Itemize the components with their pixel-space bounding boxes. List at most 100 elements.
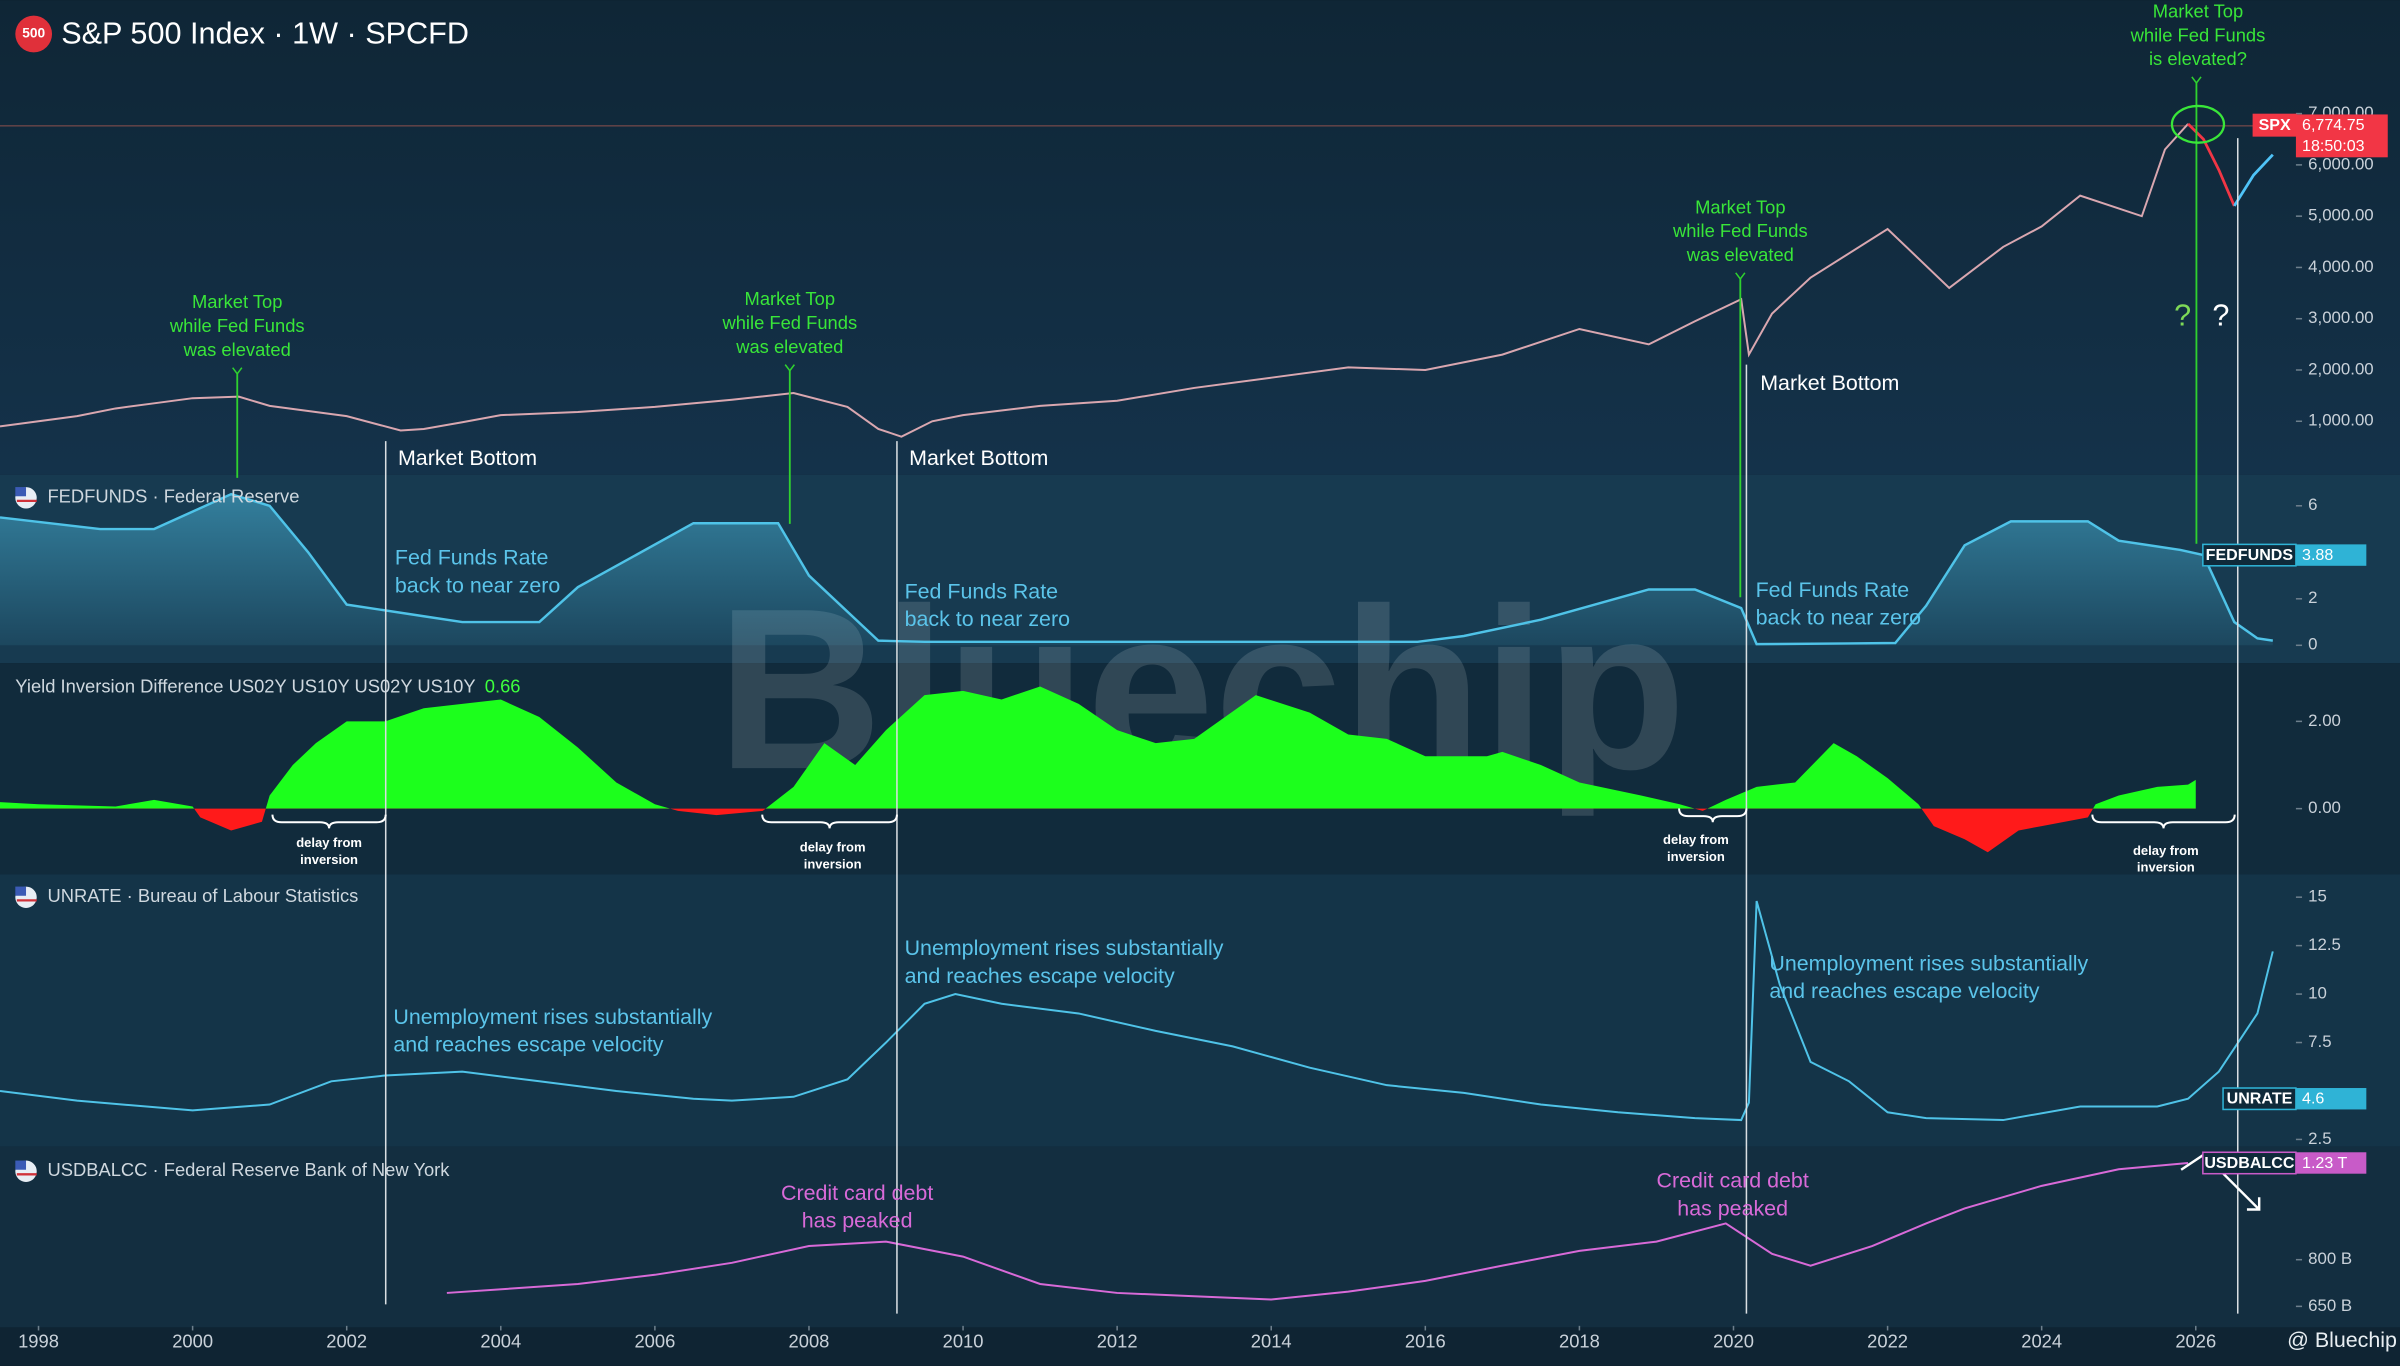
name-tag-label: SPX — [2259, 116, 2291, 134]
annotation: Unemployment rises substantially — [393, 1005, 712, 1029]
value-tag-label: 3.88 — [2302, 546, 2333, 564]
x-tick-label: 2026 — [2175, 1331, 2216, 1352]
annotation: Fed Funds Rate — [395, 546, 549, 570]
annotation: ? — [2174, 298, 2191, 332]
annotation: Market Top — [745, 288, 835, 309]
y-tick-label: 2 — [2308, 588, 2317, 607]
value-tag-label: 6,774.75 — [2302, 116, 2365, 134]
y-tick-label: 7.5 — [2308, 1032, 2331, 1051]
series-line — [0, 123, 2189, 438]
name-tag — [2202, 543, 2297, 567]
series-line — [2233, 153, 2274, 207]
top-marker-arrow — [2191, 76, 2202, 85]
y-tick-label: 4,000.00 — [2308, 257, 2374, 276]
x-tick-label: 2010 — [943, 1331, 984, 1352]
x-tick-label: 2008 — [789, 1331, 830, 1352]
name-tag-label: FEDFUNDS — [2206, 546, 2294, 564]
y-tick-label: 1,000.00 — [2308, 411, 2374, 430]
annotation: Credit card debt — [781, 1181, 933, 1205]
y-tick-label: 0.00 — [2308, 798, 2341, 817]
flag-icon-canton — [15, 487, 27, 497]
name-tag — [2202, 1151, 2297, 1175]
flag-icon-canton — [15, 1160, 27, 1170]
annotation: delay from — [296, 835, 362, 850]
annotation: delay from — [2133, 843, 2199, 858]
annotation: delay from — [800, 840, 866, 855]
x-tick-label: 2020 — [1713, 1331, 1754, 1352]
y-tick-label: 5,000.00 — [2308, 206, 2374, 225]
annotation: and reaches escape velocity — [1769, 979, 2039, 1003]
countdown: 18:50:03 — [2302, 137, 2365, 155]
annotation: has peaked — [802, 1209, 913, 1233]
name-tag — [2252, 113, 2297, 137]
annotation: Market Bottom — [1760, 371, 1899, 395]
x-tick-label: 2004 — [480, 1331, 521, 1352]
panel-last-value: 0.66 — [485, 675, 521, 696]
panel-bg — [0, 0, 2400, 475]
x-tick-label: 2002 — [326, 1331, 367, 1352]
x-tick-label: 2014 — [1251, 1331, 1292, 1352]
name-tag-label: USDBALCC — [2204, 1154, 2295, 1172]
brace — [761, 814, 898, 829]
symbol-icon — [15, 15, 53, 53]
y-tick-label: 2.5 — [2308, 1129, 2331, 1148]
x-tick-label: 2006 — [634, 1331, 675, 1352]
annotation: Market Bottom — [909, 446, 1048, 470]
x-tick-label: 2012 — [1097, 1331, 1138, 1352]
panel-title: USDBALCC · Federal Reserve Bank of New Y… — [47, 1159, 450, 1180]
series-line — [0, 900, 2274, 1122]
annotation: inversion — [2137, 860, 2195, 875]
y-tick-label: 800 B — [2308, 1249, 2352, 1268]
value-tag-label: 4.6 — [2302, 1090, 2324, 1108]
panel-title: UNRATE · Bureau of Labour Statistics — [47, 885, 358, 906]
value-tag — [2295, 544, 2367, 566]
flag-icon-canton — [15, 886, 27, 896]
y-tick-label: 0 — [2308, 635, 2317, 654]
x-tick-label: 2016 — [1405, 1331, 1446, 1352]
annotation: Market Bottom — [398, 446, 537, 470]
annotation: is elevated? — [2149, 48, 2247, 69]
y-tick-label: 12.5 — [2308, 935, 2341, 954]
x-axis-bg — [0, 1327, 2400, 1366]
annotation: back to near zero — [905, 607, 1070, 631]
y-tick-label: 10 — [2308, 984, 2327, 1003]
annotation: back to near zero — [1756, 606, 1921, 630]
y-tick-label: 2.00 — [2308, 711, 2341, 730]
credit: @ Bluechip — [2287, 1328, 2397, 1352]
series-line — [446, 1161, 2189, 1301]
annotation: has peaked — [1677, 1196, 1788, 1220]
annotation: inversion — [1667, 849, 1725, 864]
x-tick-label: 2024 — [2021, 1331, 2062, 1352]
annotation: Fed Funds Rate — [1756, 578, 1909, 602]
annotation: and reaches escape velocity — [905, 964, 1175, 988]
y-tick-label: 15 — [2308, 887, 2327, 906]
y-tick-label: 6,000.00 — [2308, 154, 2374, 173]
panel-title: Yield Inversion Difference US02Y US10Y U… — [15, 675, 475, 696]
annotation: inversion — [300, 852, 358, 867]
name-tag-label: UNRATE — [2227, 1090, 2293, 1108]
annotation: ? — [2212, 298, 2229, 332]
value-tag — [2295, 114, 2388, 158]
panel-bg — [0, 874, 2400, 1147]
annotation: Unemployment rises substantially — [905, 936, 1224, 960]
annotation: inversion — [804, 857, 862, 872]
annotation: Market Top — [2153, 0, 2243, 21]
chart-title: S&P 500 Index · 1W · SPCFD — [61, 17, 469, 51]
x-tick-label: 2022 — [1867, 1331, 1908, 1352]
annotation: while Fed Funds — [2130, 24, 2266, 45]
brace — [2091, 814, 2236, 829]
plot-area — [0, 122, 2274, 1301]
annotation: while Fed Funds — [1672, 220, 1808, 241]
annotation: was elevated — [735, 336, 843, 357]
annotation: was elevated — [183, 339, 291, 360]
value-tag — [2295, 1152, 2367, 1174]
y-tick-label: 3,000.00 — [2308, 308, 2374, 327]
annotation: Market Top — [192, 291, 282, 312]
top-marker-arrow — [1735, 272, 1746, 281]
series-line — [0, 492, 2273, 646]
peak-circle — [2170, 104, 2226, 144]
annotation: back to near zero — [395, 574, 560, 598]
value-tag — [2295, 1088, 2367, 1110]
